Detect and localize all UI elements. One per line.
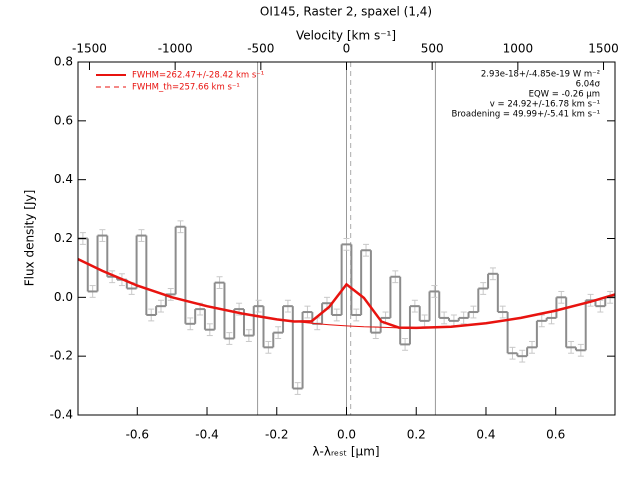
chart-title: OI145, Raster 2, spaxel (1,4) — [260, 5, 432, 19]
x-tick-label: -0.2 — [265, 428, 288, 442]
x-tick-label: 0.0 — [337, 428, 356, 442]
annotation: v = 24.92+/-16.78 km s⁻¹ — [490, 100, 600, 110]
y-axis-label: Flux density [Jy] — [23, 190, 37, 287]
x-tick-label: -0.4 — [195, 428, 218, 442]
y-tick-label: 0.4 — [54, 172, 73, 186]
fit-line — [77, 257, 616, 330]
y-tick-label: 0.6 — [54, 113, 73, 127]
annotation: 6.04σ — [576, 80, 601, 90]
x2-tick-label: -500 — [247, 42, 274, 56]
x2-tick-label: 1000 — [503, 42, 534, 56]
legend-label: FWHM=262.47+/-28.42 km s⁻¹ — [132, 71, 264, 81]
x2-tick-label: 0 — [343, 42, 351, 56]
x-axis-label: λ-λᵣₑₛₜ [μm] — [312, 445, 379, 459]
y-tick-label: 0.2 — [54, 231, 73, 245]
x-tick-label: 0.2 — [407, 428, 426, 442]
y-tick-label: -0.2 — [50, 349, 73, 363]
x-tick-label: 0.6 — [546, 428, 565, 442]
annotation: EQW = -0.26 μm — [529, 90, 600, 100]
x-tick-label: 0.4 — [476, 428, 495, 442]
legend-label: FWHM_th=257.66 km s⁻¹ — [132, 83, 240, 93]
x2-tick-label: -1000 — [158, 42, 193, 56]
x-tick-label: -0.6 — [126, 428, 149, 442]
y-tick-label: -0.4 — [50, 408, 73, 422]
x2-tick-label: 1500 — [588, 42, 619, 56]
y-tick-label: 0.0 — [54, 290, 73, 304]
annotation: Broadening = 49.99+/-5.41 km s⁻¹ — [452, 110, 600, 120]
x2-tick-label: 500 — [421, 42, 444, 56]
x2-tick-label: -1500 — [72, 42, 107, 56]
annotation: 2.93e-18+/-4.85e-19 W m⁻² — [481, 70, 600, 80]
y-tick-label: 0.8 — [54, 55, 73, 69]
x2-axis-label: Velocity [km s⁻¹] — [296, 29, 396, 43]
